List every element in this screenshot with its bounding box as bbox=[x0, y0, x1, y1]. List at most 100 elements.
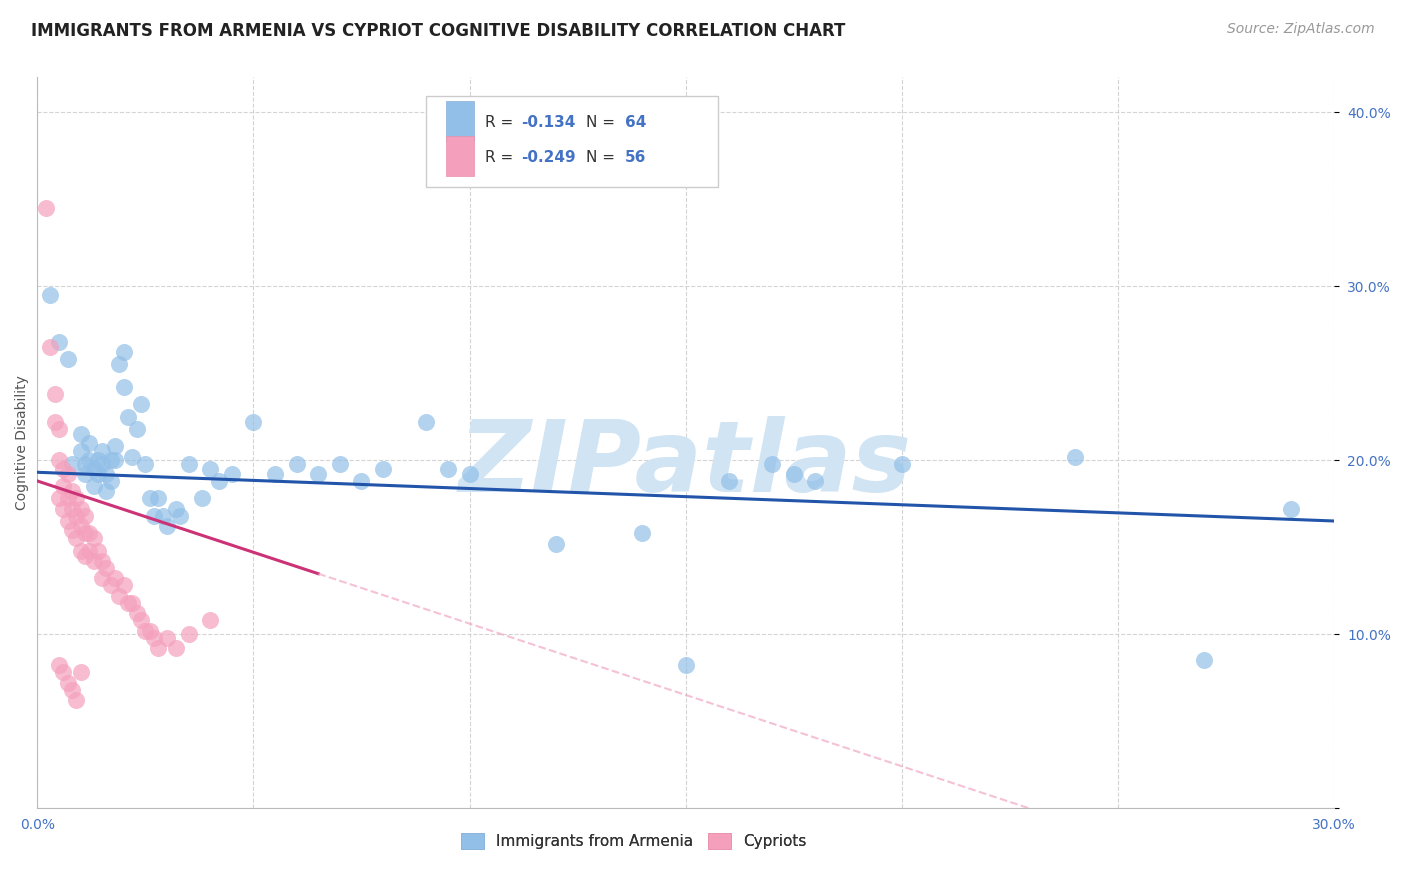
Point bbox=[83, 479, 105, 493]
Text: -0.134: -0.134 bbox=[522, 115, 575, 130]
Point bbox=[125, 422, 148, 436]
Point bbox=[169, 508, 191, 523]
Point bbox=[890, 457, 912, 471]
Point bbox=[44, 387, 66, 401]
Point bbox=[148, 491, 170, 506]
Point bbox=[108, 358, 131, 372]
Point bbox=[48, 422, 70, 436]
Point bbox=[104, 571, 127, 585]
Legend: Immigrants from Armenia, Cypriots: Immigrants from Armenia, Cypriots bbox=[454, 827, 813, 855]
Point bbox=[91, 571, 114, 585]
Point bbox=[52, 665, 75, 680]
Point bbox=[69, 501, 91, 516]
Point bbox=[48, 658, 70, 673]
Point bbox=[134, 624, 156, 638]
Point bbox=[44, 415, 66, 429]
Point bbox=[242, 415, 264, 429]
Point bbox=[96, 467, 118, 481]
Point bbox=[143, 631, 166, 645]
Point bbox=[1279, 501, 1302, 516]
Point bbox=[148, 640, 170, 655]
Point bbox=[60, 457, 83, 471]
Point bbox=[675, 658, 697, 673]
Point bbox=[104, 453, 127, 467]
Point bbox=[117, 596, 139, 610]
Point bbox=[96, 484, 118, 499]
Point bbox=[156, 631, 179, 645]
Point bbox=[138, 491, 160, 506]
Point bbox=[69, 427, 91, 442]
Point bbox=[100, 474, 122, 488]
Text: Source: ZipAtlas.com: Source: ZipAtlas.com bbox=[1227, 22, 1375, 37]
Point bbox=[73, 467, 96, 481]
Point bbox=[73, 457, 96, 471]
Point bbox=[329, 457, 352, 471]
Point bbox=[77, 435, 100, 450]
Point bbox=[804, 474, 827, 488]
Point bbox=[437, 462, 460, 476]
Point bbox=[112, 345, 135, 359]
Point bbox=[52, 501, 75, 516]
Point bbox=[69, 444, 91, 458]
Point bbox=[544, 536, 567, 550]
Text: ZIPatlas: ZIPatlas bbox=[460, 417, 912, 513]
Point bbox=[83, 554, 105, 568]
Point bbox=[100, 578, 122, 592]
Point bbox=[69, 665, 91, 680]
Point bbox=[165, 640, 187, 655]
Point bbox=[91, 457, 114, 471]
Text: 56: 56 bbox=[624, 150, 647, 165]
Point bbox=[35, 201, 58, 215]
Point bbox=[129, 397, 152, 411]
Point bbox=[152, 508, 174, 523]
Point bbox=[200, 462, 222, 476]
Point bbox=[221, 467, 243, 481]
Point bbox=[285, 457, 308, 471]
Point bbox=[177, 457, 200, 471]
Point bbox=[60, 523, 83, 537]
Point bbox=[177, 627, 200, 641]
Point bbox=[39, 340, 62, 354]
Point bbox=[77, 526, 100, 541]
Point bbox=[761, 457, 783, 471]
Point bbox=[56, 491, 79, 506]
Point bbox=[264, 467, 287, 481]
Point bbox=[371, 462, 394, 476]
Point bbox=[458, 467, 481, 481]
Point bbox=[52, 479, 75, 493]
Point bbox=[60, 501, 83, 516]
Point bbox=[83, 462, 105, 476]
Point bbox=[87, 543, 110, 558]
Point bbox=[91, 554, 114, 568]
FancyBboxPatch shape bbox=[446, 101, 474, 141]
Point bbox=[73, 549, 96, 563]
Y-axis label: Cognitive Disability: Cognitive Disability bbox=[15, 376, 30, 510]
Point bbox=[60, 682, 83, 697]
Point bbox=[1063, 450, 1085, 464]
Point bbox=[87, 453, 110, 467]
Point bbox=[91, 444, 114, 458]
Point bbox=[1194, 653, 1216, 667]
Point bbox=[65, 532, 87, 546]
Point bbox=[48, 491, 70, 506]
Point bbox=[65, 508, 87, 523]
Point bbox=[415, 415, 437, 429]
Point bbox=[39, 288, 62, 302]
Point bbox=[631, 526, 654, 541]
Point bbox=[156, 519, 179, 533]
Point bbox=[56, 352, 79, 367]
Point bbox=[117, 409, 139, 424]
Point bbox=[83, 532, 105, 546]
Point bbox=[350, 474, 373, 488]
Point bbox=[112, 380, 135, 394]
Point bbox=[96, 561, 118, 575]
Point bbox=[69, 543, 91, 558]
Point bbox=[48, 453, 70, 467]
Point bbox=[208, 474, 231, 488]
Point bbox=[65, 491, 87, 506]
Point bbox=[48, 334, 70, 349]
Point bbox=[190, 491, 212, 506]
FancyBboxPatch shape bbox=[426, 95, 718, 187]
Point bbox=[60, 484, 83, 499]
Point bbox=[104, 439, 127, 453]
